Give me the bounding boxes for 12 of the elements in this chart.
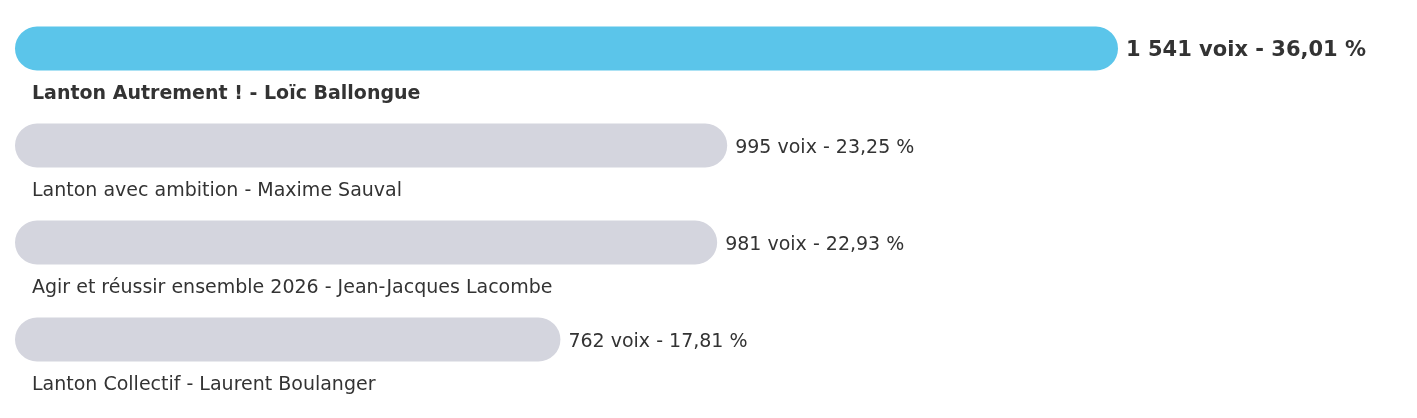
y-tick-label: Lanton avec ambition - Maxime Sauval [32, 178, 403, 200]
data-label: 995 voix - 23,25 % [735, 134, 915, 157]
data-label: 1 541 voix - 36,01 % [1126, 36, 1367, 61]
data-label: 981 voix - 22,93 % [725, 231, 905, 254]
bar [15, 220, 718, 265]
bar [15, 123, 728, 168]
y-tick-label: Lanton Autrement ! - Loïc Ballongue [32, 81, 421, 103]
y-tick-label: Agir et réussir ensemble 2026 - Jean-Jacques Lacombe [32, 275, 553, 297]
data-label: 762 voix - 17,81 % [568, 328, 748, 351]
bar [15, 26, 1118, 71]
y-tick-label: Lanton Collectif - Laurent Boulanger [32, 372, 376, 394]
bar [15, 317, 561, 362]
